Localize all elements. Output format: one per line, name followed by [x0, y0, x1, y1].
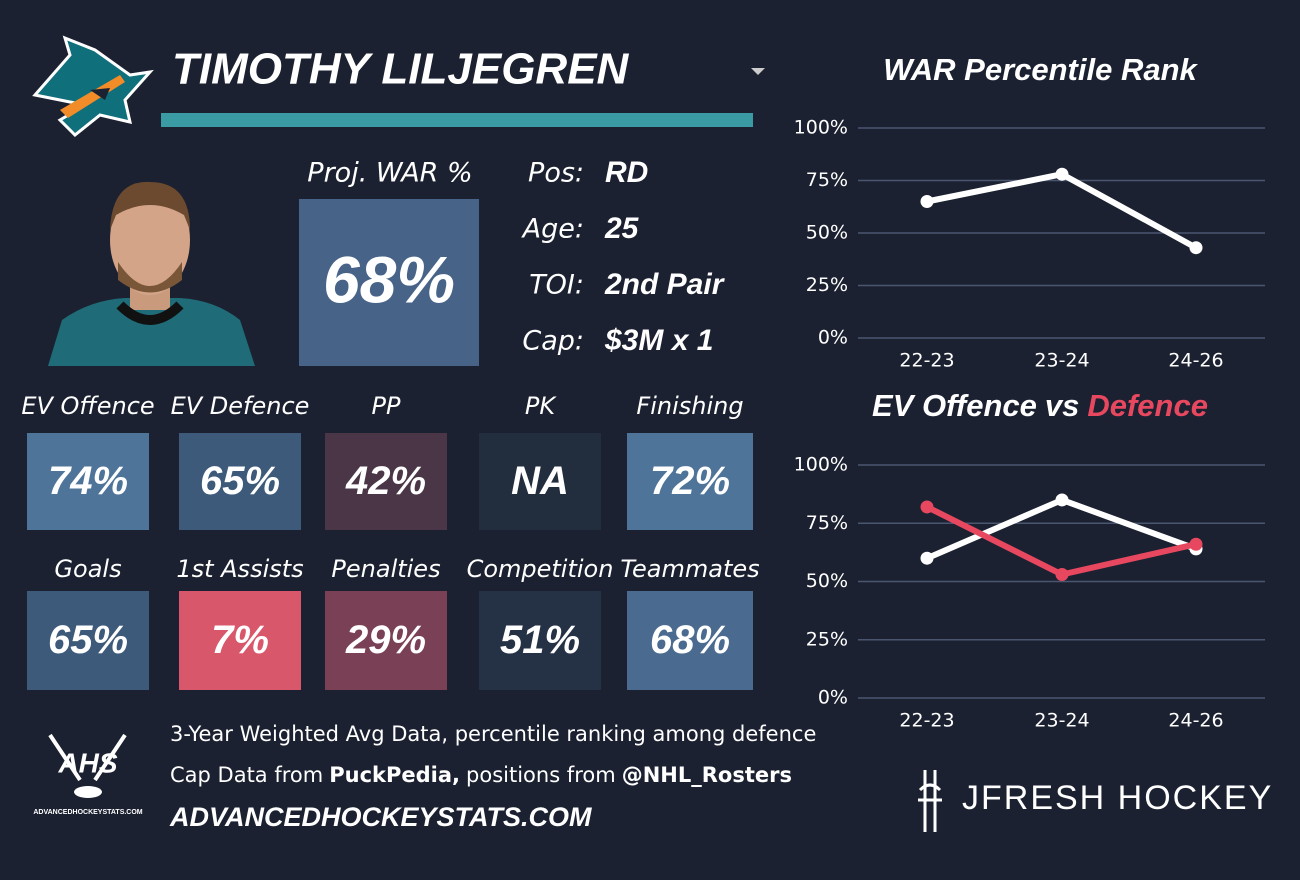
tile-value: 51% — [500, 618, 580, 662]
tile-label: EV Defence — [171, 392, 310, 420]
point — [920, 551, 934, 565]
tile-label: Competition — [467, 555, 614, 583]
bio-value: 2nd Pair — [604, 268, 726, 301]
tile-value: 7% — [211, 618, 269, 662]
x-tick-label: 22-23 — [899, 710, 954, 732]
footer-line2: Cap Data from PuckPedia, positions from @NH… — [170, 763, 792, 787]
tile — [27, 591, 149, 690]
tile-value: 29% — [345, 618, 426, 662]
tile-value: 42% — [345, 459, 426, 503]
point — [1055, 568, 1069, 582]
tile — [627, 433, 753, 530]
y-tick-label: 25% — [806, 628, 848, 650]
tile — [627, 591, 753, 690]
y-tick-label: 100% — [794, 454, 848, 476]
bio-label: Age: — [521, 214, 584, 245]
tile — [479, 591, 601, 690]
tile — [27, 433, 149, 530]
tile-label: Finishing — [636, 392, 743, 420]
bio-label: Cap: — [522, 326, 584, 357]
bio-value: $3M x 1 — [604, 324, 713, 357]
tile-label: EV Offence — [21, 392, 154, 420]
tile-label: 1st Assists — [176, 555, 303, 583]
footer-text: Cap Data from — [170, 763, 323, 787]
tile — [479, 433, 601, 530]
footer-source: @NHL_Rosters — [622, 763, 792, 787]
point — [920, 500, 934, 514]
tile-value: 65% — [200, 459, 280, 503]
point — [1189, 537, 1203, 551]
tile-label: Goals — [54, 555, 121, 583]
ahs-logo: AHS ADVANCEDHOCKEYSTATS.COM — [33, 733, 143, 816]
team-logo — [32, 35, 154, 138]
point — [1189, 241, 1203, 255]
tile-label: Penalties — [331, 555, 440, 583]
y-tick-label: 50% — [806, 222, 848, 244]
tile-label: PK — [525, 392, 557, 420]
tile-value: 74% — [48, 459, 128, 503]
proj-value: 68% — [323, 242, 455, 316]
x-tick-label: 23-24 — [1034, 710, 1089, 732]
dropdown-caret[interactable] — [751, 68, 765, 75]
bio-value: 25 — [604, 212, 640, 245]
y-tick-label: 0% — [818, 327, 848, 349]
y-tick-label: 50% — [806, 570, 848, 592]
brand-name: JFRESH HOCKEY — [962, 779, 1273, 817]
player-name: TIMOTHY LILJEGREN — [172, 45, 630, 94]
point — [1055, 493, 1069, 507]
tile-value: NA — [511, 459, 569, 503]
tile — [325, 591, 447, 690]
x-tick-label: 23-24 — [1034, 350, 1089, 372]
tile — [179, 591, 301, 690]
player-photo — [48, 181, 255, 366]
name-underline — [161, 113, 753, 127]
title-joiner: vs — [1045, 388, 1079, 423]
brand-logo — [918, 770, 942, 832]
tile-value: 65% — [48, 618, 128, 662]
y-tick-label: 75% — [806, 512, 848, 534]
proj-label: Proj. WAR % — [307, 158, 472, 189]
chart-title: WAR Percentile Rank — [883, 52, 1198, 87]
point — [920, 195, 934, 208]
bio-label: TOI: — [529, 270, 584, 301]
bio-value: RD — [605, 156, 648, 189]
chart-title: EV Offence vs Defence — [872, 388, 1208, 423]
ahs-mark: AHS — [57, 747, 117, 778]
footer-line1: 3-Year Weighted Avg Data, percentile ran… — [170, 722, 816, 746]
tile-label: PP — [372, 392, 401, 420]
x-tick-label: 22-23 — [899, 350, 954, 372]
ahs-site: ADVANCEDHOCKEYSTATS.COM — [33, 809, 142, 816]
legend-entry: Defence — [1087, 388, 1208, 423]
tile — [179, 433, 301, 530]
y-tick-label: 100% — [794, 117, 848, 139]
bio-label: Pos: — [528, 158, 584, 189]
tile-value: 72% — [650, 459, 730, 503]
footer-site: ADVANCEDHOCKEYSTATS.COM — [169, 802, 592, 832]
point — [1055, 167, 1069, 181]
y-tick-label: 25% — [806, 274, 848, 296]
footer-source: PuckPedia, — [329, 763, 460, 787]
proj-box — [299, 199, 479, 366]
x-tick-label: 24-26 — [1168, 710, 1223, 732]
footer-text: positions from — [466, 763, 616, 787]
tile-value: 68% — [650, 618, 730, 662]
y-tick-label: 0% — [818, 687, 848, 709]
tile-label: Teammates — [620, 555, 759, 583]
x-tick-label: 24-26 — [1168, 350, 1223, 372]
tile — [325, 433, 447, 530]
legend-entry: EV Offence — [872, 388, 1037, 423]
y-tick-label: 75% — [806, 169, 848, 191]
